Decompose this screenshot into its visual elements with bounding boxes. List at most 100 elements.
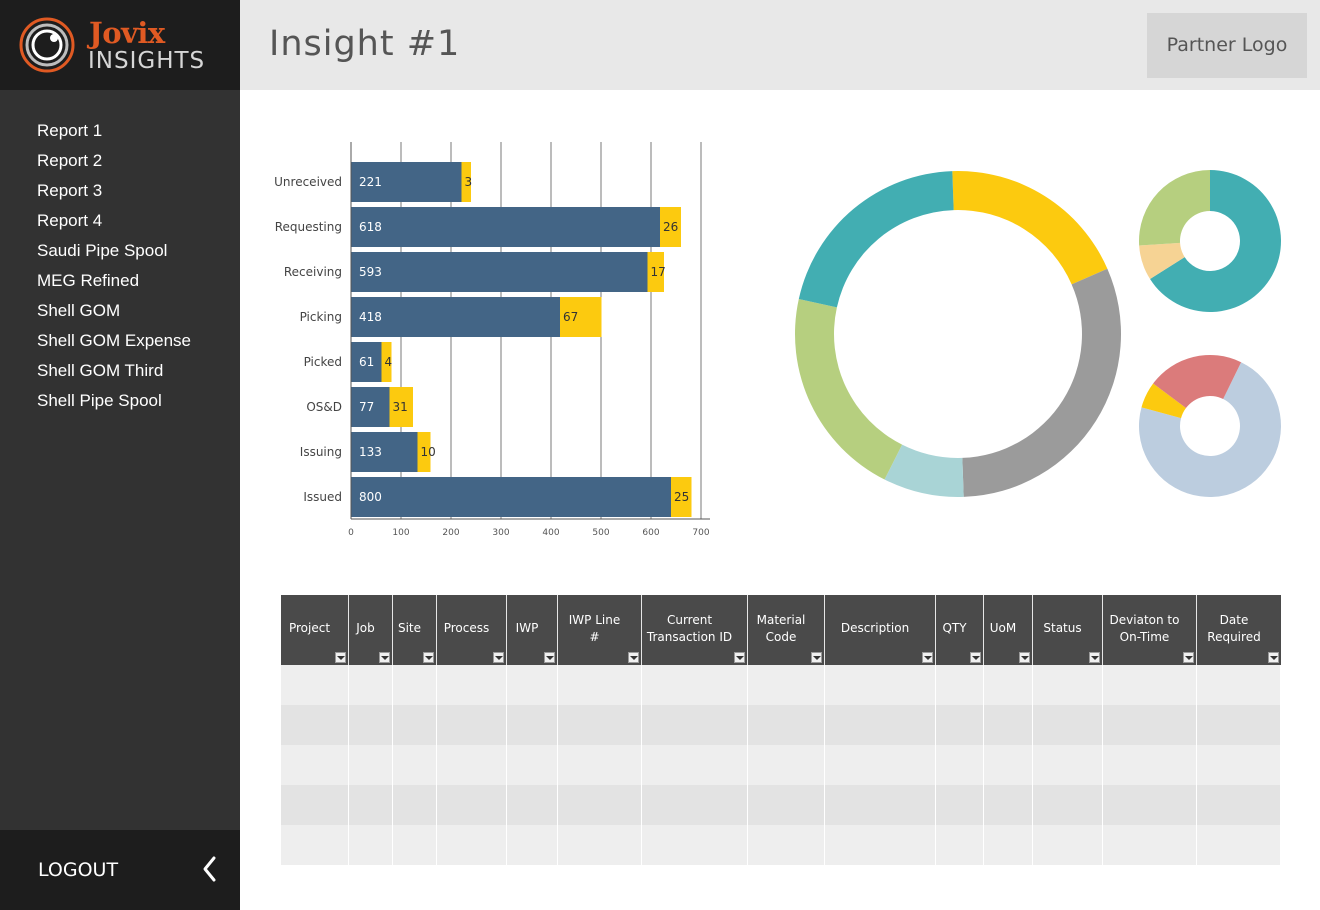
column-header[interactable]: QTY	[936, 595, 984, 665]
chevron-left-icon[interactable]	[198, 854, 222, 884]
filter-dropdown-icon[interactable]	[335, 652, 346, 663]
category-label: Picking	[300, 310, 342, 324]
column-header-label: Deviaton to On-Time	[1109, 612, 1180, 644]
filter-dropdown-icon[interactable]	[544, 652, 555, 663]
bar-value-label: 3	[465, 175, 473, 189]
sidebar-item[interactable]: MEG Refined	[37, 271, 140, 290]
sidebar-item[interactable]: Shell Pipe Spool	[37, 391, 162, 410]
bar-segment-primary	[351, 252, 648, 292]
column-header[interactable]: Deviaton to On-Time	[1103, 595, 1197, 665]
filter-dropdown-icon[interactable]	[734, 652, 745, 663]
table-cell	[281, 665, 349, 705]
bar-segment-primary	[351, 162, 462, 202]
table-cell	[936, 785, 984, 825]
x-tick-label: 600	[642, 528, 659, 538]
column-header[interactable]: Date Required	[1197, 595, 1281, 665]
column-header[interactable]: Job	[349, 595, 393, 665]
column-header-label: Date Required	[1207, 612, 1261, 644]
table-row[interactable]	[281, 825, 1281, 865]
table-cell	[748, 745, 825, 785]
column-header[interactable]: Project	[281, 595, 349, 665]
table-cell	[936, 745, 984, 785]
column-header[interactable]: Status	[1033, 595, 1103, 665]
filter-dropdown-icon[interactable]	[1089, 652, 1100, 663]
table-cell	[349, 745, 393, 785]
table-cell	[642, 745, 748, 785]
table-row[interactable]	[281, 705, 1281, 745]
filter-dropdown-icon[interactable]	[628, 652, 639, 663]
bar-segment-primary	[351, 342, 382, 382]
donut-slice	[798, 171, 954, 308]
table-cell	[936, 665, 984, 705]
table-cell	[281, 745, 349, 785]
column-header[interactable]: Description	[825, 595, 936, 665]
table-cell	[281, 705, 349, 745]
table-cell	[936, 705, 984, 745]
bar-value-label: 418	[359, 310, 382, 324]
table-cell	[984, 825, 1033, 865]
table-cell	[1033, 665, 1103, 705]
filter-dropdown-icon[interactable]	[493, 652, 504, 663]
filter-dropdown-icon[interactable]	[423, 652, 434, 663]
column-header[interactable]: IWP Line #	[558, 595, 642, 665]
sidebar-item[interactable]: Report 4	[37, 211, 103, 230]
bar-value-label: 593	[359, 265, 382, 279]
column-header[interactable]: Process	[437, 595, 507, 665]
bar-value-label: 31	[393, 400, 408, 414]
donut-slice	[1138, 170, 1210, 246]
bar-value-label: 618	[359, 220, 382, 234]
column-header-label: Site	[397, 621, 422, 635]
logout-bar: LOGOUT	[0, 830, 240, 910]
column-header[interactable]: Material Code	[748, 595, 825, 665]
filter-dropdown-icon[interactable]	[922, 652, 933, 663]
table-cell	[393, 825, 437, 865]
table-row[interactable]	[281, 745, 1281, 785]
table-cell	[558, 825, 642, 865]
column-header-label: Current Transaction ID	[646, 612, 733, 644]
bar-value-label: 61	[359, 355, 374, 369]
filter-dropdown-icon[interactable]	[379, 652, 390, 663]
column-header-label: UoM	[989, 621, 1017, 635]
logout-button[interactable]: LOGOUT	[38, 859, 119, 881]
partner-logo: Partner Logo	[1147, 13, 1307, 78]
filter-dropdown-icon[interactable]	[1019, 652, 1030, 663]
table-cell	[393, 785, 437, 825]
table-cell	[349, 705, 393, 745]
sidebar-item[interactable]: Shell GOM Expense	[37, 331, 192, 350]
sidebar-item[interactable]: Report 3	[37, 181, 103, 200]
filter-dropdown-icon[interactable]	[1183, 652, 1194, 663]
sidebar-item[interactable]: Report 1	[37, 121, 103, 140]
column-header[interactable]: UoM	[984, 595, 1033, 665]
sidebar-nav: Report 1 Report 2 Report 3 Report 4 Saudi Pi…	[37, 116, 191, 416]
table-cell	[1197, 825, 1281, 865]
filter-dropdown-icon[interactable]	[970, 652, 981, 663]
table-cell	[349, 825, 393, 865]
table-cell	[558, 665, 642, 705]
table-cell	[437, 745, 507, 785]
brand-logo[interactable]: Jovix INSIGHTS	[0, 0, 240, 90]
table-cell	[507, 785, 558, 825]
table-cell	[507, 665, 558, 705]
filter-dropdown-icon[interactable]	[1268, 652, 1279, 663]
column-header[interactable]: Site	[393, 595, 437, 665]
table-row[interactable]	[281, 785, 1281, 825]
column-header-label: IWP Line #	[568, 612, 621, 644]
column-header-label: Description	[840, 621, 910, 635]
table-cell	[507, 705, 558, 745]
column-header[interactable]: Current Transaction ID	[642, 595, 748, 665]
table-cell	[558, 745, 642, 785]
table-cell	[437, 825, 507, 865]
x-tick-label: 700	[692, 528, 709, 538]
sidebar-item[interactable]: Shell GOM Third	[37, 361, 164, 380]
filter-dropdown-icon[interactable]	[811, 652, 822, 663]
sidebar-item[interactable]: Report 2	[37, 151, 103, 170]
sidebar-item[interactable]: Shell GOM	[37, 301, 121, 320]
table-row[interactable]	[281, 665, 1281, 705]
column-header[interactable]: IWP	[507, 595, 558, 665]
table-cell	[825, 705, 936, 745]
category-label: Picked	[304, 355, 342, 369]
table-cell	[936, 825, 984, 865]
sidebar-item[interactable]: Saudi Pipe Spool	[37, 241, 168, 260]
x-tick-label: 500	[592, 528, 609, 538]
